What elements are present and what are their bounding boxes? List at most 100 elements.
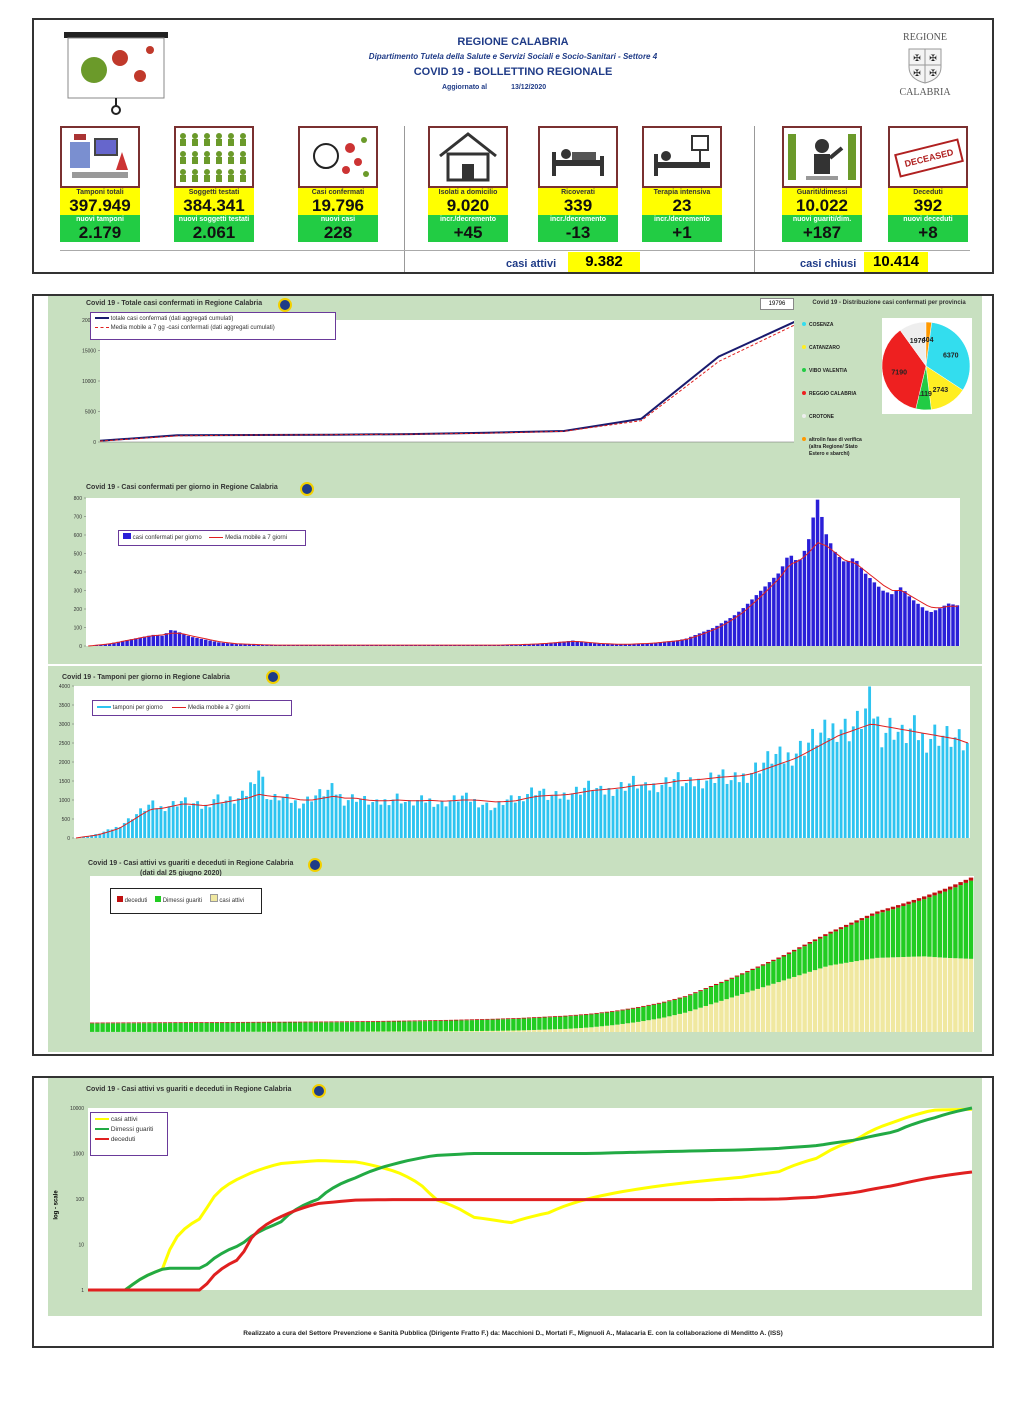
bar-deceased — [474, 1019, 480, 1021]
updated-label: Aggiornato al — [442, 84, 488, 91]
card-subvalue: 2.179 — [60, 224, 140, 242]
bar-recovered — [766, 963, 771, 986]
bar — [234, 644, 239, 646]
bar-deceased — [573, 1014, 579, 1016]
person-head — [228, 151, 234, 157]
department-title: Dipartimento Tutela della Salute e Servi… — [368, 52, 658, 61]
person-head — [216, 169, 222, 175]
bar-active — [589, 1027, 594, 1032]
total-badge: 19796 — [760, 298, 794, 310]
bar-active — [896, 957, 901, 1032]
chart-legend: deceduti Dimessi guariti casi attivi — [110, 888, 262, 914]
bar — [942, 605, 947, 646]
bar-deceased — [838, 927, 844, 930]
bar-recovered — [724, 980, 729, 1000]
bar — [497, 801, 501, 838]
region-seal-icon — [278, 298, 292, 312]
bar-deceased — [105, 1022, 111, 1024]
bar — [660, 784, 664, 838]
bar-deceased — [246, 1021, 251, 1023]
bar-recovered — [204, 1022, 209, 1032]
bar-deceased — [537, 1016, 542, 1018]
card-value: 384.341 — [174, 197, 254, 215]
bar-deceased — [864, 915, 870, 919]
bar-deceased — [625, 1008, 631, 1010]
bar-recovered — [740, 974, 745, 995]
bar-active — [880, 957, 885, 1032]
bar-active — [402, 1031, 407, 1032]
bar-recovered — [511, 1018, 516, 1031]
bar — [513, 802, 517, 838]
bar-active — [610, 1025, 615, 1032]
bar — [114, 826, 118, 838]
bar-deceased — [906, 901, 911, 905]
bar — [652, 783, 656, 838]
legend-swatch — [95, 1138, 109, 1141]
bar — [530, 787, 533, 838]
y-tick-label: 0 — [67, 836, 70, 842]
bar — [894, 590, 898, 646]
bar — [102, 831, 106, 838]
bar-active — [636, 1021, 641, 1032]
y-tick-label: 15000 — [82, 349, 96, 355]
bar — [212, 641, 217, 646]
bar-active — [750, 990, 755, 1032]
bar — [728, 618, 732, 646]
bar-active — [870, 958, 875, 1032]
bar — [884, 732, 888, 838]
bar-deceased — [142, 1022, 147, 1024]
person-body — [192, 157, 198, 164]
bar-active — [745, 992, 750, 1032]
bar — [440, 801, 444, 838]
bar — [627, 644, 632, 646]
bar-recovered — [396, 1021, 402, 1032]
y-tick-label: 1000 — [73, 1152, 84, 1158]
bar-recovered — [568, 1016, 573, 1029]
bar-recovered — [480, 1019, 485, 1031]
bar-recovered — [313, 1022, 319, 1032]
bar-active — [500, 1030, 506, 1032]
legend-swatch — [95, 1118, 109, 1121]
bar — [326, 789, 330, 838]
bar — [523, 644, 527, 646]
bar-deceased — [646, 1004, 651, 1006]
bar-recovered — [682, 997, 688, 1013]
bar-recovered — [136, 1023, 142, 1032]
card-label: Tamponi totali — [60, 188, 140, 197]
bar — [232, 803, 236, 838]
bar — [763, 586, 767, 646]
bar-recovered — [443, 1020, 449, 1032]
bar-active — [662, 1017, 667, 1032]
bar-active — [854, 961, 859, 1032]
bar — [188, 805, 191, 838]
bar — [135, 814, 138, 838]
bar-active — [474, 1031, 480, 1032]
bar — [798, 740, 802, 838]
bar — [802, 550, 807, 646]
bar-recovered — [521, 1018, 527, 1031]
bar — [713, 782, 717, 838]
svg-text:✠: ✠ — [929, 68, 937, 78]
bar-recovered — [922, 899, 927, 957]
bar-deceased — [667, 1000, 672, 1002]
bar — [558, 798, 562, 838]
bar — [675, 640, 680, 646]
logo-top-text: REGIONE — [903, 32, 947, 43]
bar — [192, 803, 195, 838]
bar-deceased — [589, 1013, 594, 1015]
y-tick-label: 10000 — [70, 1106, 84, 1112]
region-seal-icon — [300, 482, 314, 496]
bar-recovered — [235, 1022, 241, 1032]
bar — [770, 763, 774, 838]
bar — [603, 794, 607, 838]
card-subvalue: +8 — [888, 224, 968, 242]
hospital-bed-icon — [538, 126, 618, 188]
card-ricoverati: Ricoverati 339 incr./decremento -13 — [538, 126, 618, 242]
bar-active — [396, 1031, 402, 1032]
bar — [631, 775, 635, 838]
bar — [750, 773, 753, 838]
bar-deceased — [282, 1021, 287, 1023]
bar — [908, 728, 912, 838]
bar-recovered — [131, 1023, 137, 1032]
bar — [517, 795, 521, 838]
